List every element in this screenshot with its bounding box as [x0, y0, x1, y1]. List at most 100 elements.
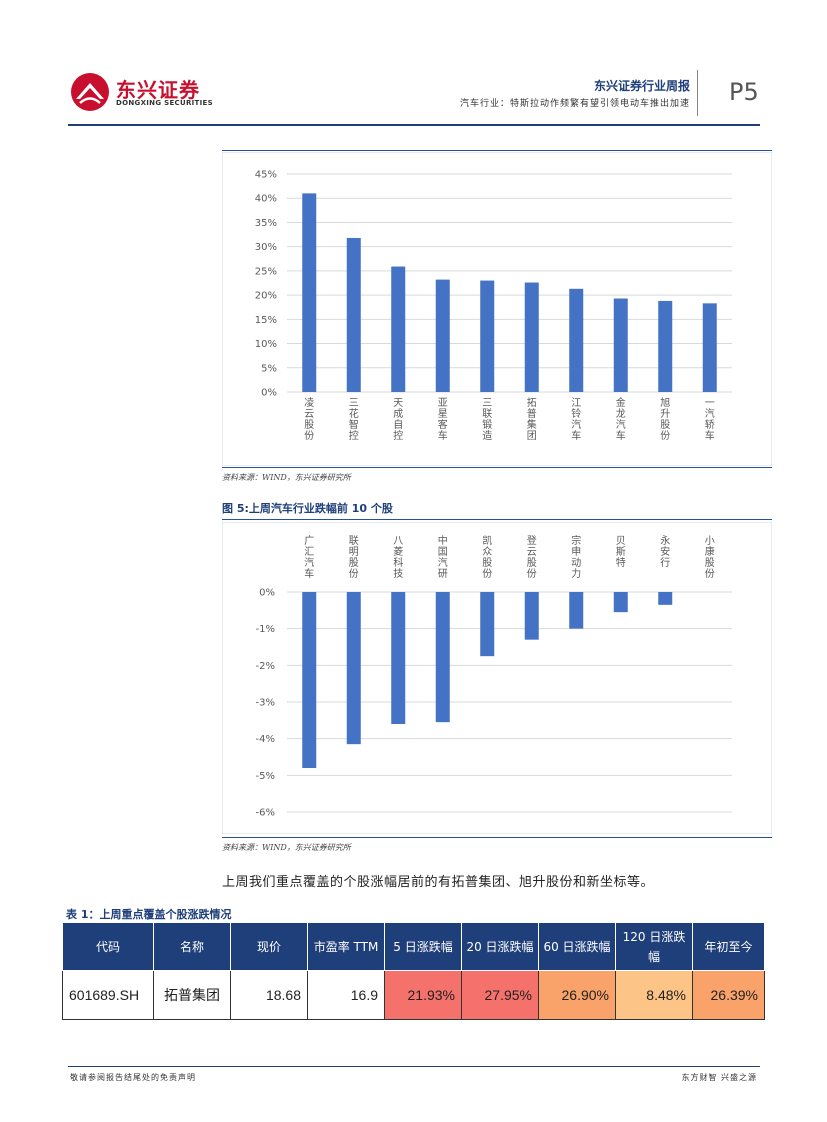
figure4-top-rule [222, 150, 772, 151]
svg-text:小康股份: 小康股份 [705, 535, 715, 580]
svg-text:凌云股份: 凌云股份 [304, 396, 314, 442]
header-20d-change: 20 日涨跌幅 [461, 922, 539, 971]
chart2-ytick-label: -3% [256, 698, 275, 709]
svg-text:登云股份: 登云股份 [527, 534, 537, 580]
figure5-source: 资料来源：WIND，东兴证券研究所 [222, 843, 351, 852]
header-60d-change: 60 日涨跌幅 [538, 922, 616, 971]
svg-text:江铃汽车: 江铃汽车 [571, 397, 581, 442]
cell-code: 601689.SH [62, 970, 154, 1020]
chart1-category-label: 三花智控 [349, 398, 359, 442]
header-5d-change: 5 日涨跌幅 [384, 922, 462, 971]
chart2-category-label: 小康股份 [705, 535, 715, 580]
dongxing-logo-icon [71, 73, 109, 111]
report-title: 东兴证券行业周报 [593, 79, 690, 93]
chart1-ytick-label: 20% [255, 291, 277, 302]
footer-slogan: 东方财智 兴盛之源 [681, 1073, 757, 1082]
cell-price: 18.68 [230, 970, 308, 1020]
chart1-bar [524, 282, 539, 392]
report-subtitle: 汽车行业：特斯拉动作频繁有望引领电动车推出加速 [459, 99, 690, 109]
footer-rule [68, 1066, 760, 1067]
chart1-bar [435, 279, 450, 392]
stock-table: 代码 名称 现价 市盈率 TTM 5 日涨跌幅 20 日涨跌幅 60 日涨跌幅 … [62, 922, 765, 1020]
chart1-category-label: 拓普集团 [527, 397, 537, 442]
cell-5d-change: 21.93% [384, 970, 462, 1020]
cell-pe-ttm: 16.9 [307, 970, 385, 1020]
svg-text:拓普集团: 拓普集团 [527, 397, 537, 442]
table-header-row: 代码 名称 现价 市盈率 TTM 5 日涨跌幅 20 日涨跌幅 60 日涨跌幅 … [62, 922, 765, 971]
chart1-bar [613, 298, 628, 392]
chart2-ytick-label: -4% [256, 734, 275, 745]
svg-text:宗申动力: 宗申动力 [571, 534, 581, 580]
figure4-bar-chart: 45% 40% 35% 30% 25% 20% 15% 10% 5% 0% 凌云股份 三花智控 天成自控… [222, 152, 772, 466]
chart2-category-label: 永安行 [660, 534, 670, 569]
figure5-bottom-rule [222, 837, 772, 838]
svg-text:三花智控: 三花智控 [349, 398, 359, 442]
figure5-title: 图 5:上周汽车行业跌幅前 10 个股 [222, 502, 393, 515]
svg-text:八菱科技: 八菱科技 [393, 536, 403, 580]
figure5-bar-chart: 0% -1% -2% -3% -4% -5% -6% 广汇汽车 联明股份 八菱科技 中国汽研 凯众股份… [222, 522, 772, 834]
chart1-bar [702, 303, 717, 392]
header-120d-change: 120 日涨跌幅 [615, 922, 693, 971]
svg-text:凯众股份: 凯众股份 [482, 534, 492, 580]
chart2-ytick-label: -6% [256, 808, 275, 819]
chart2-bar [302, 592, 317, 768]
cell-120d-change: 8.48% [615, 970, 693, 1020]
svg-text:广汇汽车: 广汇汽车 [304, 535, 314, 580]
chart2-ytick-label: -5% [256, 771, 275, 782]
chart2-ytick-label: 0% [259, 588, 275, 599]
header-pe-ttm: 市盈率 TTM [307, 922, 385, 971]
chart1-ytick-label: 0% [261, 388, 277, 399]
header-name: 名称 [153, 922, 231, 971]
header-ytd: 年初至今 [692, 922, 765, 971]
header-divider [697, 70, 698, 116]
body-paragraph: 上周我们重点覆盖的个股涨幅居前的有拓普集团、旭升股份和新坐标等。 [222, 875, 655, 890]
figure4-bottom-rule [222, 467, 772, 468]
chart2-bar [346, 592, 361, 745]
chart2-bar [613, 592, 628, 613]
chart1-bar [391, 266, 406, 392]
figure5-top-rule [222, 519, 772, 520]
brand-name-en: DONGXING SECURITIES [116, 99, 213, 107]
chart2-category-label: 宗申动力 [571, 534, 581, 580]
chart2-category-label: 联明股份 [349, 535, 359, 580]
chart2-bar [435, 592, 450, 723]
svg-text:三联锻造: 三联锻造 [482, 398, 492, 442]
chart2-category-label: 贝斯特 [616, 535, 626, 569]
chart2-bar [524, 592, 539, 640]
chart2-bar [480, 592, 495, 657]
footer-disclaimer: 敬请参阅报告结尾处的免责声明 [70, 1073, 196, 1082]
chart2-bar [569, 592, 584, 629]
svg-text:永安行: 永安行 [660, 534, 670, 569]
chart1-bar [658, 300, 673, 392]
header-price: 现价 [230, 922, 308, 971]
chart2-bar [391, 592, 406, 724]
header-code: 代码 [62, 922, 154, 971]
chart1-category-label: 一汽轿车 [705, 398, 715, 442]
chart1-ytick-label: 40% [255, 194, 277, 205]
chart1-category-label: 天成自控 [393, 398, 403, 442]
svg-text:中国汽研: 中国汽研 [438, 534, 448, 580]
header-rule [68, 124, 760, 126]
table-row: 601689.SH 拓普集团 18.68 16.9 21.93% 27.95% … [62, 970, 765, 1020]
chart1-ytick-label: 10% [255, 339, 277, 350]
chart2-category-label: 广汇汽车 [304, 535, 314, 580]
brand-name-cn: 东兴证券 [116, 78, 200, 102]
chart1-ytick-label: 45% [255, 170, 277, 181]
svg-text:天成自控: 天成自控 [393, 398, 403, 442]
svg-text:金龙汽车: 金龙汽车 [616, 396, 626, 442]
cell-ytd: 26.39% [692, 970, 765, 1020]
chart1-category-label: 江铃汽车 [571, 397, 581, 442]
chart2-bar [658, 592, 673, 605]
chart1-ytick-label: 30% [255, 242, 277, 253]
chart1-ytick-label: 35% [255, 218, 277, 229]
chart1-category-label: 三联锻造 [482, 398, 492, 442]
chart1-category-label: 亚星客车 [438, 398, 448, 442]
page-number: P5 [729, 78, 759, 106]
chart1-category-label: 凌云股份 [304, 396, 314, 442]
chart1-bar [346, 237, 361, 392]
svg-text:联明股份: 联明股份 [349, 535, 359, 580]
chart1-bar [302, 193, 317, 392]
chart2-category-label: 凯众股份 [482, 534, 492, 580]
chart2-category-label: 登云股份 [527, 534, 537, 580]
chart1-ytick-label: 5% [261, 363, 277, 374]
